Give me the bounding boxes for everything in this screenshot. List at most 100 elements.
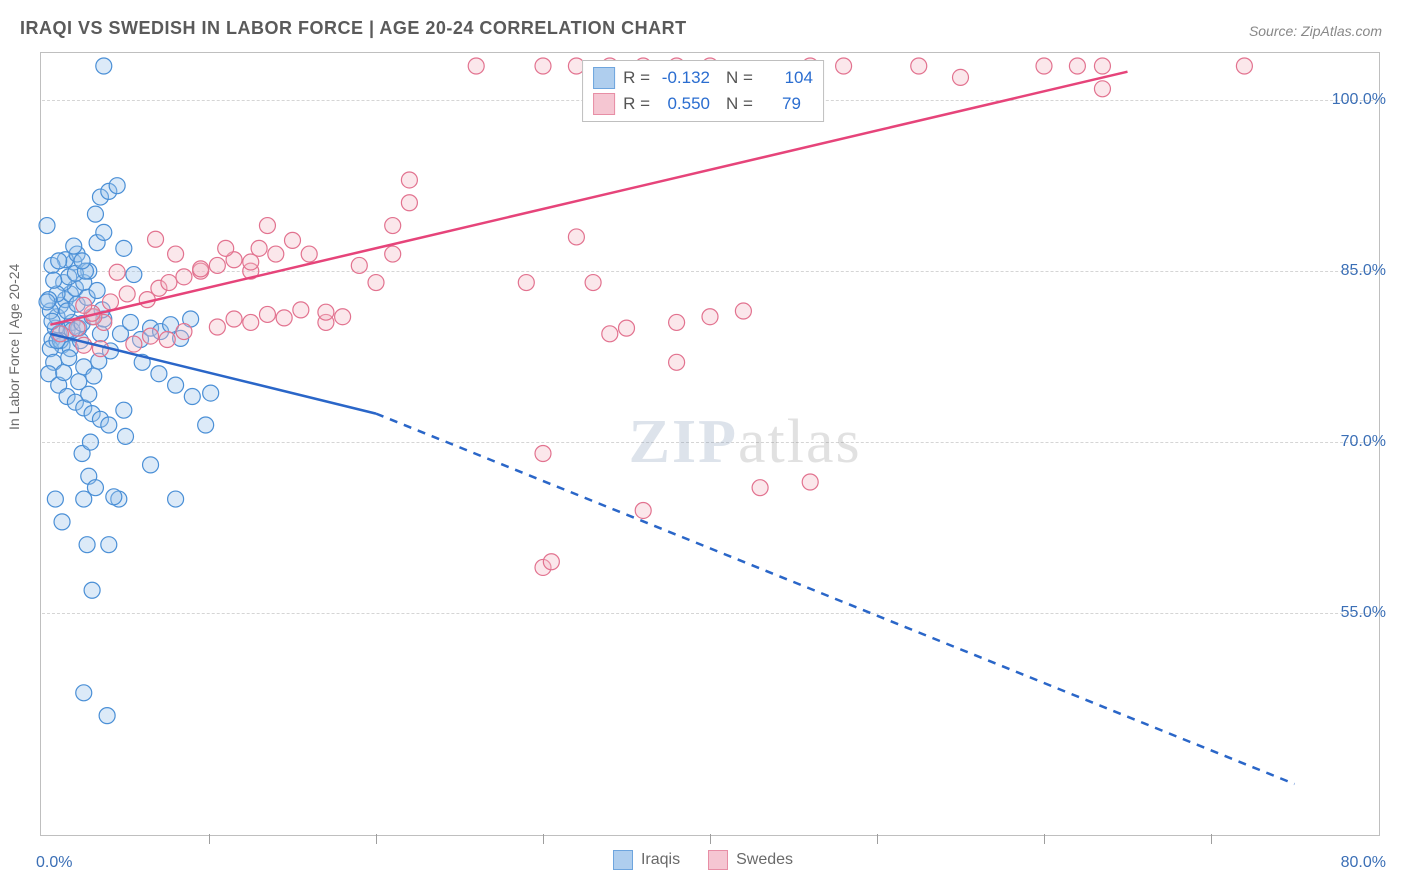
swedes-point [176, 269, 192, 285]
chart-container: IRAQI VS SWEDISH IN LABOR FORCE | AGE 20… [0, 0, 1406, 892]
swedes-point [568, 229, 584, 245]
swedes-point [602, 326, 618, 342]
iraqis-point [118, 428, 134, 444]
chart-svg [42, 54, 1378, 834]
swedes-point [335, 309, 351, 325]
swedes-point [293, 302, 309, 318]
y-axis-label: In Labor Force | Age 20-24 [6, 264, 22, 430]
swedes-point [401, 195, 417, 211]
iraqis-point [46, 272, 62, 288]
iraqis-point [84, 582, 100, 598]
iraqis-point [81, 386, 97, 402]
x-tick-mark [710, 834, 711, 844]
swedes-point [109, 264, 125, 280]
swedes-point [911, 58, 927, 74]
iraqis-point [99, 708, 115, 724]
swedes-point [218, 240, 234, 256]
iraqis-point [56, 365, 72, 381]
swedes-point [535, 58, 551, 74]
iraqis-point [51, 253, 67, 269]
legend-item-swedes: Swedes [708, 850, 793, 870]
chart-title: IRAQI VS SWEDISH IN LABOR FORCE | AGE 20… [20, 18, 687, 39]
legend-label-swedes: Swedes [736, 851, 793, 869]
swedes-point [401, 172, 417, 188]
swedes-point [585, 275, 601, 291]
iraqis-point [79, 537, 95, 553]
swedes-point [385, 218, 401, 234]
swedes-point [1036, 58, 1052, 74]
iraqis-point [106, 489, 122, 505]
iraqis-point [86, 368, 102, 384]
swedes-point [802, 474, 818, 490]
swedes-point [468, 58, 484, 74]
swedes-point [619, 320, 635, 336]
swedes-point [209, 319, 225, 335]
iraqis-point [82, 434, 98, 450]
iraqis-point [89, 283, 105, 299]
iraqis-point [203, 385, 219, 401]
swedes-point [518, 275, 534, 291]
swedes-point [1094, 81, 1110, 97]
swedes-point [259, 218, 275, 234]
swedes-point [226, 311, 242, 327]
swatch-swedes [708, 850, 728, 870]
swedes-point [669, 354, 685, 370]
swedes-point [535, 445, 551, 461]
swedes-point [268, 246, 284, 262]
iraqis-point [74, 253, 90, 269]
swatch-iraqis [593, 67, 615, 89]
iraqis-point [168, 491, 184, 507]
swatch-iraqis [613, 850, 633, 870]
swedes-point [752, 480, 768, 496]
swedes-point [161, 275, 177, 291]
swedes-point [276, 310, 292, 326]
swedes-point [1094, 58, 1110, 74]
iraqis-point [143, 457, 159, 473]
iraqis-point [116, 240, 132, 256]
x-tick-mark [1044, 834, 1045, 844]
swedes-point [176, 324, 192, 340]
swedes-point [953, 69, 969, 85]
stats-n-swedes: 79 [761, 94, 801, 114]
stats-r-label: R = [623, 94, 650, 114]
swedes-point [702, 309, 718, 325]
trend-line [376, 414, 1295, 784]
swedes-point [669, 314, 685, 330]
iraqis-point [198, 417, 214, 433]
swedes-point [243, 314, 259, 330]
stats-n-label: N = [726, 94, 753, 114]
stats-box: R = -0.132 N = 104 R = 0.550 N = 79 [582, 60, 824, 122]
swedes-point [259, 306, 275, 322]
iraqis-point [184, 389, 200, 405]
stats-n-label: N = [726, 68, 753, 88]
swedes-point [69, 320, 85, 336]
iraqis-point [116, 402, 132, 418]
source-label: Source: ZipAtlas.com [1249, 23, 1382, 39]
swedes-point [635, 502, 651, 518]
legend-item-iraqis: Iraqis [613, 850, 680, 870]
stats-row-iraqis: R = -0.132 N = 104 [593, 65, 813, 91]
stats-n-iraqis: 104 [761, 68, 813, 88]
iraqis-point [101, 417, 117, 433]
x-tick-mark [543, 834, 544, 844]
swedes-point [318, 304, 334, 320]
iraqis-point [54, 514, 70, 530]
swedes-point [159, 332, 175, 348]
swedes-point [102, 294, 118, 310]
swedes-point [1069, 58, 1085, 74]
iraqis-point [61, 350, 77, 366]
stats-r-label: R = [623, 68, 650, 88]
swedes-point [148, 231, 164, 247]
swedes-point [735, 303, 751, 319]
stats-r-swedes: 0.550 [658, 94, 710, 114]
iraqis-point [96, 58, 112, 74]
swedes-point [243, 254, 259, 270]
iraqis-point [66, 238, 82, 254]
swedes-point [1236, 58, 1252, 74]
iraqis-point [76, 685, 92, 701]
swedes-point [126, 336, 142, 352]
iraqis-point [123, 314, 139, 330]
swedes-point [168, 246, 184, 262]
swedes-point [119, 286, 135, 302]
swedes-point [351, 257, 367, 273]
